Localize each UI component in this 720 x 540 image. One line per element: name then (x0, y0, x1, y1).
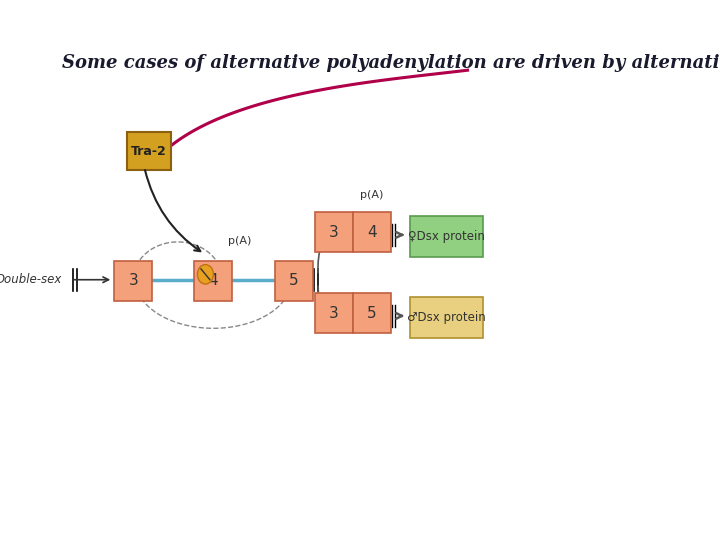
Text: Some cases of alternative polyadenylation are driven by alternative splicing: Some cases of alternative polyadenylatio… (62, 54, 720, 72)
FancyBboxPatch shape (410, 216, 483, 256)
Text: ♂Dsx protein: ♂Dsx protein (407, 310, 486, 324)
FancyBboxPatch shape (194, 261, 233, 301)
FancyBboxPatch shape (353, 293, 391, 333)
Text: p(A): p(A) (360, 190, 383, 200)
Circle shape (197, 265, 213, 284)
Text: 3: 3 (128, 273, 138, 288)
FancyBboxPatch shape (410, 297, 483, 338)
Text: ♀: ♀ (320, 225, 330, 239)
Text: 4: 4 (367, 225, 377, 240)
FancyBboxPatch shape (127, 132, 171, 170)
Text: 5: 5 (367, 306, 377, 321)
Text: 3: 3 (329, 306, 338, 321)
Text: Double-sex: Double-sex (0, 273, 62, 286)
FancyBboxPatch shape (114, 261, 152, 301)
Text: Tra-2: Tra-2 (131, 145, 167, 158)
FancyBboxPatch shape (275, 261, 312, 301)
Text: ♀Dsx protein: ♀Dsx protein (408, 230, 485, 243)
Text: 5: 5 (289, 273, 299, 288)
FancyBboxPatch shape (353, 212, 391, 252)
Text: p(A): p(A) (228, 236, 252, 246)
FancyBboxPatch shape (315, 212, 353, 252)
Text: ♂: ♂ (320, 312, 332, 326)
FancyBboxPatch shape (315, 293, 353, 333)
Text: 4: 4 (209, 273, 218, 288)
Text: 3: 3 (329, 225, 338, 240)
